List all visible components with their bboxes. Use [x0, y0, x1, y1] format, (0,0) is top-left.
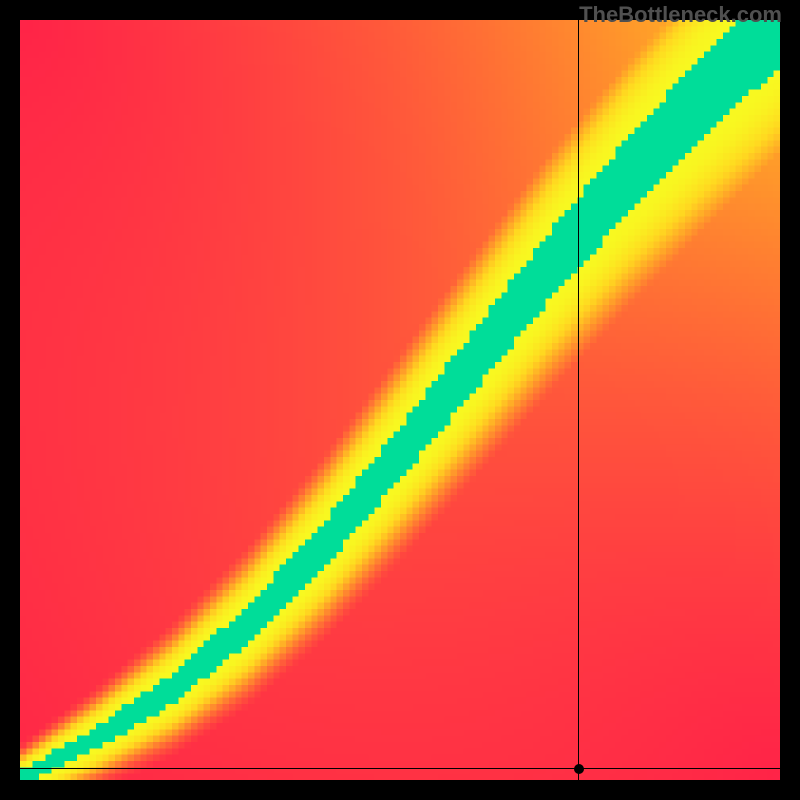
crosshair-horizontal: [20, 768, 780, 769]
chart-container: TheBottleneck.com: [0, 0, 800, 800]
crosshair-vertical: [578, 20, 579, 780]
bottleneck-heatmap: [20, 20, 780, 780]
crosshair-marker: [574, 764, 584, 774]
watermark-text: TheBottleneck.com: [579, 2, 782, 28]
